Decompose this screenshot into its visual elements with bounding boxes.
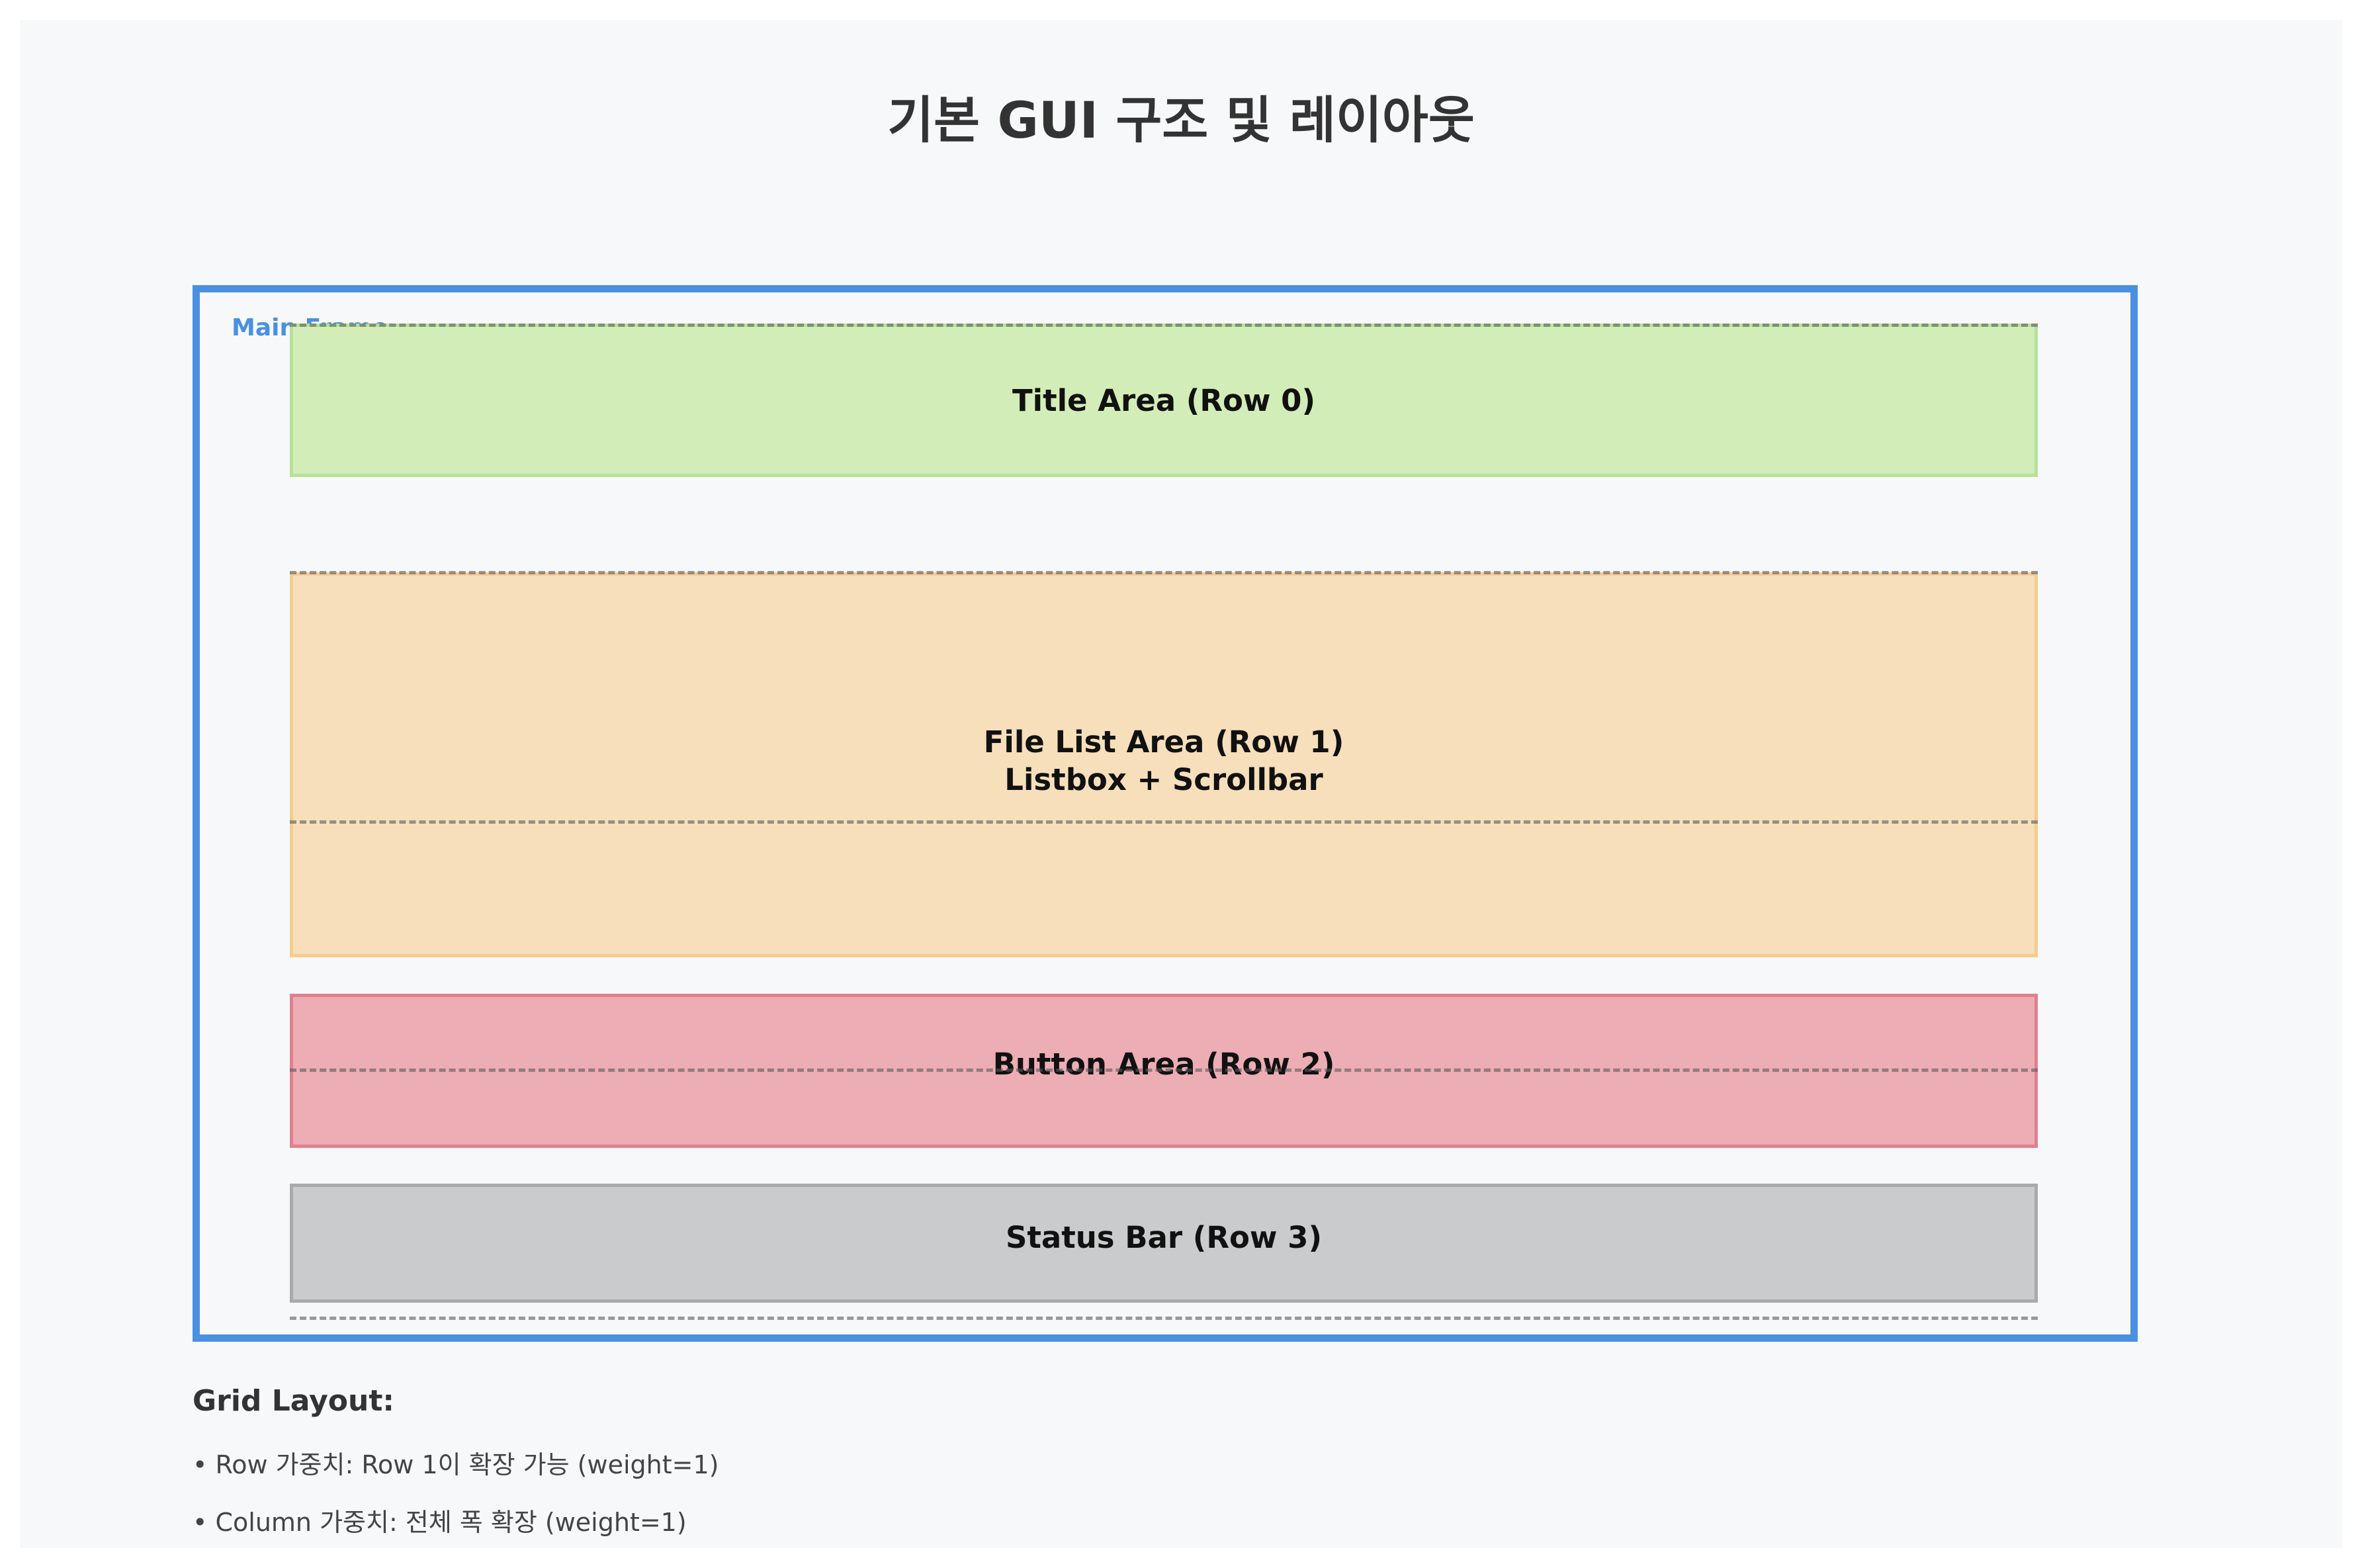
- status-bar-label: Status Bar (Row 3): [1005, 1220, 1323, 1255]
- diagram-title: 기본 GUI 구조 및 레이아웃: [887, 91, 1475, 150]
- grid-guide-line: [290, 571, 2038, 574]
- grid-guide-line: [290, 324, 2038, 327]
- grid-guide-line: [290, 820, 2038, 824]
- grid-guide-line: [290, 1317, 2038, 1320]
- main-frame: [193, 285, 2138, 1342]
- file-list-area-label: File List Area (Row 1): [983, 724, 1344, 760]
- file-list-area-sublabel: Listbox + Scrollbar: [1004, 762, 1323, 797]
- button-area-label: Button Area (Row 2): [992, 1047, 1335, 1082]
- title-area-row-0: Title Area (Row 0): [290, 324, 2038, 477]
- title-area-label: Title Area (Row 0): [1012, 382, 1316, 418]
- grid-layout-heading: Grid Layout:: [193, 1384, 394, 1418]
- status-bar-row-3: Status Bar (Row 3): [290, 1184, 2038, 1303]
- grid-guide-line: [290, 1068, 2038, 1072]
- grid-note-row-weight: • Row 가중치: Row 1이 확장 가능 (weight=1): [193, 1450, 719, 1479]
- file-list-area-row-1: File List Area (Row 1) Listbox + Scrollb…: [290, 572, 2038, 957]
- grid-note-column-weight: • Column 가중치: 전체 폭 확장 (weight=1): [193, 1508, 687, 1537]
